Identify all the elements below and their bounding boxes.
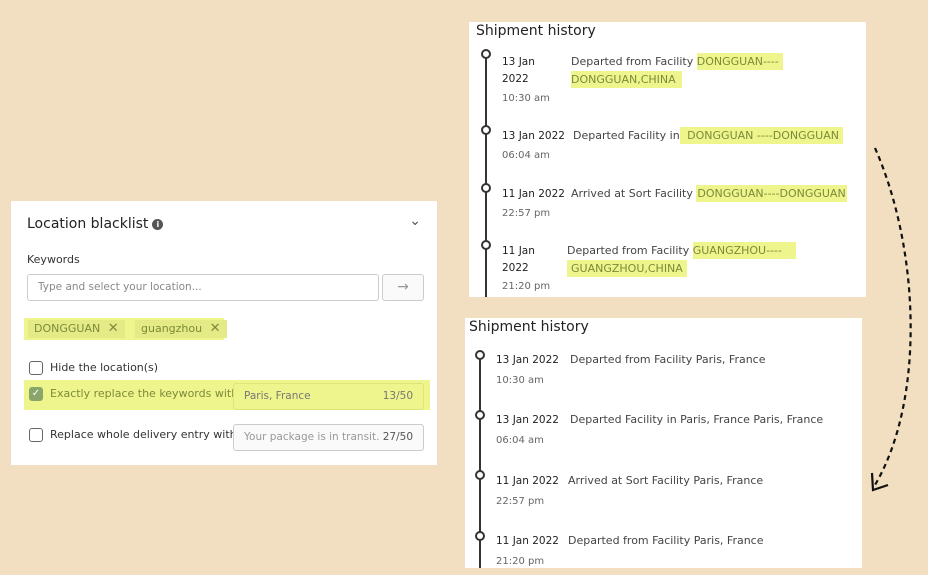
char-count: 27/50 <box>382 431 413 443</box>
event-time: 21:20 pm <box>502 281 551 292</box>
timeline-dot <box>481 240 491 250</box>
section-title: Shipment history <box>469 319 589 335</box>
input-value: Paris, France <box>244 390 311 402</box>
keywords-label: Keywords <box>27 253 80 266</box>
event-description: Departed from Facility GUANGZHOU---- GUAN… <box>567 242 817 278</box>
event-description: Departed from Facility Paris, France <box>568 534 764 547</box>
timeline-dot <box>481 125 491 135</box>
event-date: 11 Jan 2022 <box>496 535 559 547</box>
exact-replace-checkbox[interactable]: ✓ <box>29 387 43 401</box>
event-date: 13 Jan 2022 <box>496 414 559 426</box>
event-date: 13 Jan 2022 <box>502 56 535 85</box>
tag-label: guangzhou <box>141 322 203 335</box>
event-time: 10:30 am <box>502 93 550 104</box>
title-text: Location blacklist <box>27 216 149 232</box>
timeline-dot <box>475 531 485 541</box>
panel-title: Location blacklist i <box>27 216 164 232</box>
tag-label: DONGGUAN <box>34 322 101 335</box>
event-date: 11 Jan 2022 <box>502 188 565 200</box>
arrow-right-icon[interactable]: → <box>382 274 424 301</box>
hide-location-label: Hide the location(s) <box>50 361 159 374</box>
event-time: 06:04 am <box>502 150 550 161</box>
chevron-down-icon[interactable]: ⌄ <box>409 213 421 229</box>
event-time: 21:20 pm <box>496 556 545 567</box>
event-description: Departed from Facility DONGGUAN---- DONGG… <box>571 53 811 89</box>
event-description: Arrived at Sort Facility DONGGUAN----DON… <box>571 185 847 202</box>
replace-entry-checkbox[interactable] <box>29 428 43 442</box>
info-icon[interactable]: i <box>152 219 164 230</box>
shipment-history-before: Shipment history 13 Jan 2022 10:30 am Dep… <box>469 22 866 297</box>
remove-tag-icon[interactable]: ✕ <box>107 321 119 336</box>
event-date: 13 Jan 2022 <box>496 354 559 366</box>
replace-entry-label: Replace whole delivery entry with <box>50 428 237 441</box>
tag-dongguan: DONGGUAN ✕ <box>28 320 125 338</box>
timeline-dot <box>475 470 485 480</box>
event-date: 11 Jan 2022 <box>496 475 559 487</box>
location-blacklist-panel: Location blacklist i ⌄ Keywords Type and … <box>11 201 437 465</box>
timeline-dot <box>475 350 485 360</box>
event-date: 11 Jan 2022 <box>502 245 535 274</box>
event-description: Departed Facility in Paris, France Paris… <box>570 413 824 426</box>
timeline-dot <box>475 410 485 420</box>
char-count: 13/50 <box>382 390 413 402</box>
event-description: Arrived at Sort Facility Paris, France <box>568 474 764 487</box>
shipment-history-after: Shipment history 13 Jan 2022 10:30 am De… <box>465 318 862 568</box>
timeline-dot <box>481 183 491 193</box>
replace-keywords-input[interactable]: Paris, France 13/50 <box>233 383 424 410</box>
hide-location-checkbox[interactable] <box>29 361 43 375</box>
event-description: Departed Facility in DONGGUAN ----DONGGU… <box>573 127 843 145</box>
event-time: 10:30 am <box>496 375 544 386</box>
section-title: Shipment history <box>476 23 596 39</box>
exact-replace-label: Exactly replace the keywords with <box>50 387 239 400</box>
replace-entry-input[interactable]: Your package is in transit. 27/50 <box>233 424 424 451</box>
event-description: Departed from Facility Paris, France <box>570 353 766 366</box>
dashed-arrow-icon <box>870 147 912 492</box>
event-time: 22:57 pm <box>496 496 545 507</box>
event-time: 06:04 am <box>496 435 544 446</box>
timeline-dot <box>481 49 491 59</box>
location-input[interactable]: Type and select your location... <box>27 274 379 301</box>
input-placeholder: Your package is in transit. <box>244 431 380 443</box>
event-date: 13 Jan 2022 <box>502 130 565 142</box>
remove-tag-icon[interactable]: ✕ <box>209 321 221 336</box>
event-time: 22:57 pm <box>502 208 551 219</box>
tag-guangzhou: guangzhou ✕ <box>135 320 227 338</box>
